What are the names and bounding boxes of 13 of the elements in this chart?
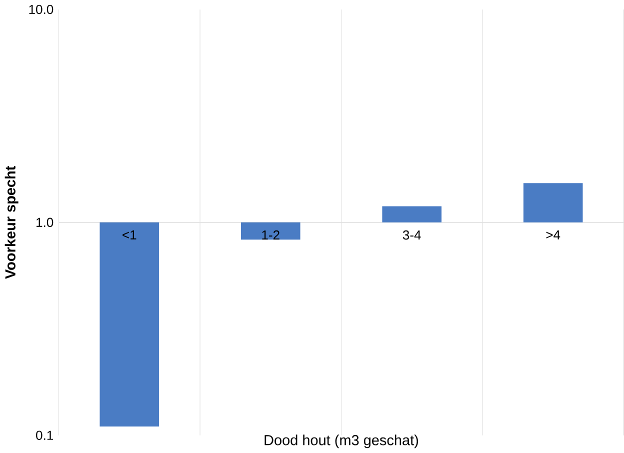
- bar: [523, 183, 583, 222]
- bar: [382, 206, 442, 222]
- x-tick-label: 1-2: [262, 230, 280, 240]
- bar: [100, 222, 160, 427]
- y-tick-label: 0.1: [36, 430, 54, 440]
- x-tick-label: 3-4: [402, 230, 421, 240]
- y-axis-title: Voorkeur specht: [4, 166, 18, 279]
- bar: [240, 222, 300, 240]
- y-tick-label: 10.0: [29, 4, 54, 14]
- y-tick-label: 1.0: [36, 218, 54, 228]
- x-axis-title: Dood hout (m3 geschat): [264, 434, 418, 448]
- x-tick-label: <1: [122, 230, 136, 240]
- x-tick-label: >4: [546, 230, 560, 240]
